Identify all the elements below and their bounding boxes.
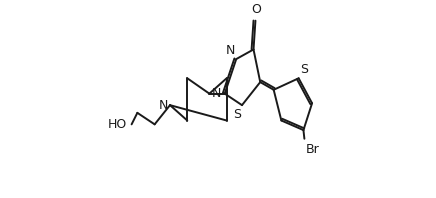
- Text: S: S: [300, 63, 309, 76]
- Text: N: N: [211, 87, 221, 100]
- Text: Br: Br: [305, 143, 319, 156]
- Text: N: N: [159, 99, 168, 112]
- Text: N: N: [226, 44, 235, 57]
- Text: S: S: [233, 108, 241, 121]
- Text: HO: HO: [108, 118, 127, 131]
- Text: O: O: [252, 3, 261, 16]
